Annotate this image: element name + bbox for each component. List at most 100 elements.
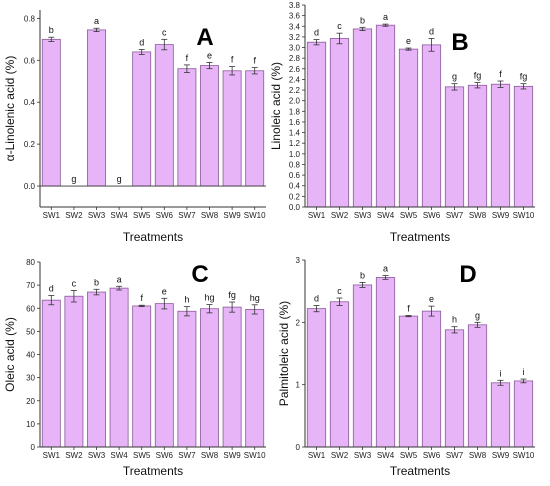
bar xyxy=(41,38,61,187)
y-tick-label: 0.8 xyxy=(289,160,301,169)
bar xyxy=(467,324,488,448)
x-tick-label: SW4 xyxy=(377,451,395,460)
x-tick-label: SW7 xyxy=(446,211,464,220)
bar xyxy=(352,28,373,208)
bar xyxy=(222,70,242,187)
significance-letter: i xyxy=(500,368,502,378)
significance-letter: g xyxy=(452,72,457,82)
x-tick-label: SW2 xyxy=(65,211,83,220)
chart-panel-b: d SW1 c SW2 b SW3 a SW4 e SW5 d SW6 g SW7 fg SW8 f SW9 fg S… xyxy=(269,1,535,244)
x-tick-label: SW4 xyxy=(110,451,128,460)
bar xyxy=(245,70,265,187)
x-tick-label: SW7 xyxy=(178,451,196,460)
x-tick-label: SW3 xyxy=(88,451,106,460)
x-tick-label: SW9 xyxy=(223,211,241,220)
y-tick-label: 0 xyxy=(31,443,36,452)
significance-letter: i xyxy=(523,367,525,377)
x-tick-label: SW5 xyxy=(133,451,151,460)
x-tick-label: SW9 xyxy=(492,451,510,460)
y-tick-label: 80 xyxy=(26,258,35,267)
x-tick-label: SW9 xyxy=(223,451,241,460)
x-tick-label: SW6 xyxy=(156,211,174,220)
y-tick-label: 2 xyxy=(296,318,301,327)
bar xyxy=(132,51,152,187)
significance-letter: f xyxy=(253,56,256,66)
significance-letter: d xyxy=(429,26,434,36)
y-tick-label: 2.6 xyxy=(289,65,301,74)
x-tick-label: SW10 xyxy=(513,451,535,460)
significance-letter: a xyxy=(94,16,99,26)
significance-letter: h xyxy=(452,315,457,325)
y-tick-label: 3.2 xyxy=(289,33,301,42)
y-axis-title: Oleic acid (%) xyxy=(3,317,17,392)
x-tick-label: SW10 xyxy=(244,451,266,460)
significance-letter: fg xyxy=(474,71,482,81)
x-tick-label: SW7 xyxy=(446,451,464,460)
y-tick-label: 2.0 xyxy=(289,97,301,106)
y-tick-label: 0.4 xyxy=(289,182,301,191)
significance-letter: b xyxy=(360,270,365,280)
bar xyxy=(222,306,242,448)
significance-letter: c xyxy=(337,286,342,296)
y-tick-label: 2.8 xyxy=(289,54,301,63)
significance-letter: f xyxy=(231,55,234,65)
x-tick-label: SW10 xyxy=(513,211,535,220)
x-tick-label: SW5 xyxy=(133,211,151,220)
y-tick-label: 1 xyxy=(296,381,301,390)
x-tick-label: SW8 xyxy=(201,211,219,220)
x-axis-title: Treatments xyxy=(390,464,450,478)
bar xyxy=(444,329,465,448)
bar xyxy=(87,291,106,448)
y-tick-label: 0.6 xyxy=(24,56,36,65)
y-tick-label: 0.4 xyxy=(24,98,36,107)
significance-letter: d xyxy=(314,28,319,38)
panel-label: B xyxy=(451,29,468,56)
panel-label: A xyxy=(196,24,213,51)
bar xyxy=(200,65,219,187)
y-tick-label: 1.8 xyxy=(289,107,301,116)
y-tick-label: 50 xyxy=(26,327,35,336)
x-tick-label: SW1 xyxy=(308,211,326,220)
bar xyxy=(467,84,488,208)
y-tick-label: 3 xyxy=(296,256,301,265)
y-tick-label: 0.8 xyxy=(24,14,36,23)
significance-letter: e xyxy=(207,50,212,60)
y-tick-label: 0.6 xyxy=(289,171,301,180)
bar xyxy=(306,308,327,448)
x-tick-label: SW8 xyxy=(469,211,487,220)
significance-letter: hg xyxy=(204,293,214,303)
bar xyxy=(398,48,419,208)
significance-letter: b xyxy=(49,25,54,35)
x-tick-label: SW3 xyxy=(354,451,372,460)
significance-letter: e xyxy=(429,294,434,304)
x-tick-label: SW8 xyxy=(469,451,487,460)
x-tick-label: SW2 xyxy=(65,451,83,460)
significance-letter: g xyxy=(117,174,122,184)
x-tick-label: SW10 xyxy=(244,211,266,220)
bar xyxy=(375,24,396,208)
x-tick-label: SW8 xyxy=(201,451,219,460)
bar xyxy=(64,295,84,448)
bar xyxy=(87,29,106,187)
significance-letter: f xyxy=(407,303,410,313)
x-tick-label: SW1 xyxy=(43,211,61,220)
bar xyxy=(177,68,197,187)
bar xyxy=(444,86,465,208)
significance-letter: g xyxy=(71,174,76,184)
x-tick-label: SW6 xyxy=(156,451,174,460)
x-tick-label: SW6 xyxy=(423,211,441,220)
significance-letter: fg xyxy=(520,72,528,82)
x-tick-label: SW1 xyxy=(43,451,61,460)
x-tick-label: SW5 xyxy=(400,211,418,220)
y-axis-title: Palmitoleic acid (%) xyxy=(277,301,291,406)
significance-letter: f xyxy=(499,69,502,79)
significance-letter: f xyxy=(140,293,143,303)
chart-panel-a: b SW1 g SW2 a SW3 g SW4 d SW5 c SW6 f SW7 e SW8 f SW9 f SW1… xyxy=(3,10,266,244)
significance-letter: h xyxy=(184,295,189,305)
significance-letter: c xyxy=(337,21,342,31)
x-tick-label: SW4 xyxy=(110,211,128,220)
y-axis-title: α-Linolenic acid (%) xyxy=(3,56,17,162)
y-tick-label: 10 xyxy=(26,420,35,429)
y-tick-label: 0.0 xyxy=(24,182,36,191)
